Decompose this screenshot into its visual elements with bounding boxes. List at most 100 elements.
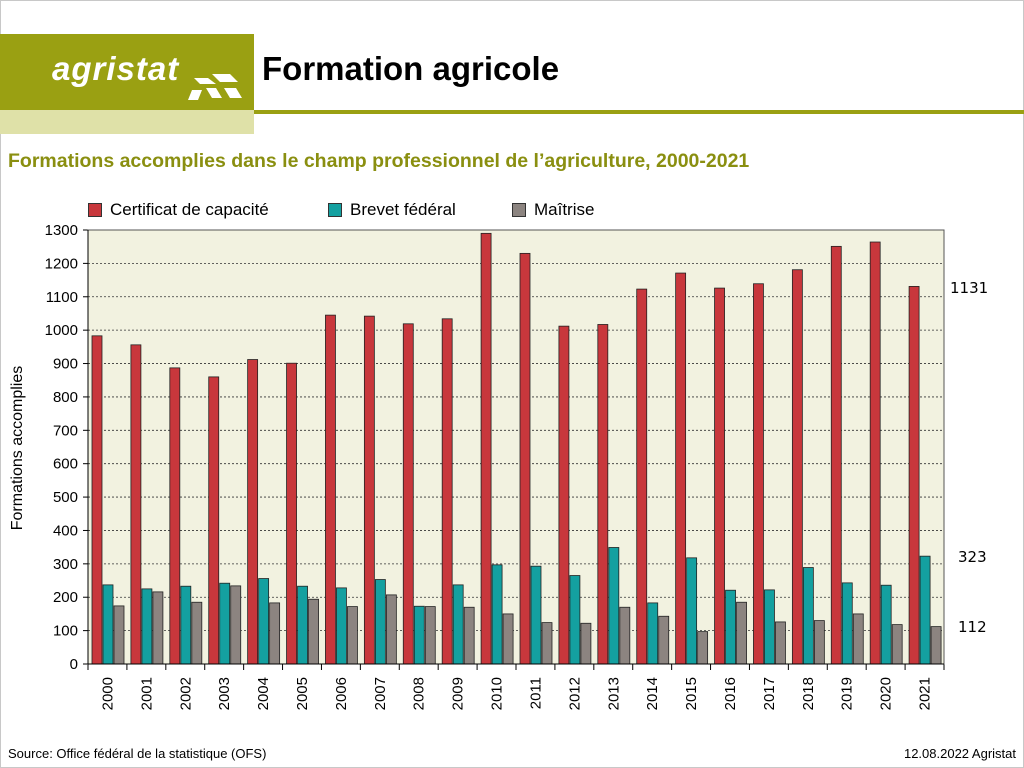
- bar-ma-trise-2007: [385, 594, 397, 665]
- bar-ma-trise-2020: [891, 624, 903, 665]
- bar-brevet-f-d-ral-2002: [180, 585, 192, 665]
- x-tick-label: 2019: [839, 677, 856, 710]
- bar-brevet-f-d-ral-2004: [258, 578, 270, 665]
- bar-brevet-f-d-ral-2000: [102, 584, 114, 665]
- x-tick-label: 2002: [177, 677, 194, 710]
- bar-ma-trise-2004: [269, 602, 281, 665]
- bar-brevet-f-d-ral-2007: [374, 579, 386, 665]
- bar-certificat-de-capacit--2007: [363, 315, 375, 665]
- bar-ma-trise-2011: [541, 622, 553, 665]
- x-tick-label: 2012: [566, 677, 583, 710]
- bar-brevet-f-d-ral-2009: [452, 584, 464, 665]
- bar-brevet-f-d-ral-2013: [608, 547, 620, 665]
- header-divider: [254, 110, 1024, 114]
- x-tick-label: 2013: [605, 677, 622, 710]
- y-tick-label: 900: [53, 356, 78, 373]
- bar-certificat-de-capacit--2001: [130, 344, 142, 665]
- bar-certificat-de-capacit--2014: [636, 288, 648, 665]
- bar-certificat-de-capacit--2021: [908, 286, 920, 665]
- end-label-certificat: 1131: [950, 279, 989, 297]
- bar-ma-trise-2010: [502, 613, 514, 665]
- bar-certificat-de-capacit--2013: [597, 324, 609, 665]
- x-tick-label: 2007: [372, 677, 389, 710]
- bar-ma-trise-2005: [308, 598, 319, 665]
- x-tick-label: 2014: [644, 677, 661, 710]
- bar-brevet-f-d-ral-2006: [336, 587, 347, 665]
- x-tick-label: 2006: [333, 677, 350, 710]
- bar-ma-trise-2006: [347, 606, 358, 665]
- page-title: Formation agricole: [262, 50, 560, 87]
- y-tick-label: 800: [53, 389, 78, 406]
- bar-certificat-de-capacit--2017: [753, 283, 764, 665]
- end-label-maitrise: 112: [958, 618, 987, 636]
- y-tick-label: 1000: [45, 322, 78, 339]
- agristat-logo: agristat: [52, 50, 180, 87]
- bar-brevet-f-d-ral-2020: [880, 584, 892, 665]
- bar-brevet-f-d-ral-2018: [802, 567, 814, 665]
- bar-ma-trise-2016: [736, 601, 747, 665]
- bar-certificat-de-capacit--2000: [91, 335, 103, 665]
- bar-brevet-f-d-ral-2019: [841, 582, 853, 665]
- bar-certificat-de-capacit--2003: [208, 376, 220, 665]
- legend-label-maitrise: Maîtrise: [534, 200, 595, 219]
- bar-ma-trise-2000: [113, 605, 125, 665]
- x-tick-label: 2021: [917, 677, 934, 710]
- legend-swatch-brevet: [328, 203, 342, 217]
- x-tick-label: 2017: [761, 677, 778, 710]
- bar-ma-trise-2018: [813, 620, 825, 665]
- bar-certificat-de-capacit--2002: [169, 367, 181, 665]
- bar-certificat-de-capacit--2004: [247, 359, 259, 665]
- bar-certificat-de-capacit--2019: [830, 245, 842, 665]
- y-tick-label: 1300: [45, 222, 78, 239]
- bar-ma-trise-2012: [580, 622, 592, 665]
- logo-diamond-icon: [188, 74, 242, 100]
- bar-brevet-f-d-ral-2010: [491, 564, 503, 665]
- bar-brevet-f-d-ral-2014: [647, 602, 659, 665]
- bar-ma-trise-2003: [230, 585, 242, 665]
- y-tick-label: 100: [53, 623, 78, 640]
- bar-ma-trise-2017: [775, 621, 786, 665]
- bar-ma-trise-2002: [191, 601, 203, 665]
- bar-brevet-f-d-ral-2015: [686, 557, 698, 665]
- x-tick-label: 2003: [216, 677, 233, 710]
- bar-certificat-de-capacit--2006: [325, 314, 336, 665]
- y-tick-label: 600: [53, 456, 78, 473]
- y-tick-label: 1200: [45, 255, 78, 272]
- bar-certificat-de-capacit--2011: [519, 252, 531, 665]
- bar-ma-trise-2008: [424, 606, 436, 665]
- x-tick-label: 2015: [683, 677, 700, 710]
- chart-subtitle: Formations accomplies dans le champ prof…: [8, 150, 750, 172]
- x-tick-label: 2000: [99, 677, 116, 710]
- bar-certificat-de-capacit--2005: [286, 362, 297, 665]
- bar-certificat-de-capacit--2012: [558, 325, 570, 665]
- bar-certificat-de-capacit--2010: [480, 232, 492, 665]
- x-tick-label: 2018: [800, 677, 817, 710]
- date-credit: 12.08.2022 Agristat: [903, 746, 1016, 761]
- legend-label-brevet: Brevet fédéral: [350, 200, 456, 219]
- bar-brevet-f-d-ral-2005: [297, 585, 308, 665]
- bar-certificat-de-capacit--2008: [402, 323, 414, 665]
- bar-certificat-de-capacit--2018: [791, 269, 803, 665]
- bar-ma-trise-2014: [658, 615, 670, 665]
- bar-ma-trise-2019: [852, 613, 864, 665]
- end-label-brevet: 323: [958, 548, 987, 566]
- bar-brevet-f-d-ral-2017: [764, 589, 775, 665]
- bar-brevet-f-d-ral-2008: [413, 605, 425, 665]
- y-tick-label: 500: [53, 489, 78, 506]
- bar-brevet-f-d-ral-2016: [725, 589, 736, 665]
- bar-brevet-f-d-ral-2003: [219, 582, 231, 665]
- x-tick-label: 2008: [411, 677, 428, 710]
- legend-swatch-certificat: [88, 203, 102, 217]
- bar-ma-trise-2021: [930, 626, 942, 665]
- source-note: Source: Office fédéral de la statistique…: [8, 746, 267, 761]
- bar-brevet-f-d-ral-2001: [141, 588, 153, 665]
- x-tick-label: 2016: [722, 677, 739, 710]
- y-tick-label: 0: [70, 656, 78, 673]
- x-tick-label: 2011: [527, 677, 544, 709]
- y-tick-label: 200: [53, 589, 78, 606]
- bar-certificat-de-capacit--2015: [675, 272, 687, 665]
- bar-ma-trise-2001: [152, 591, 164, 665]
- legend-swatch-maitrise: [512, 203, 526, 217]
- x-tick-label: 2020: [878, 677, 895, 710]
